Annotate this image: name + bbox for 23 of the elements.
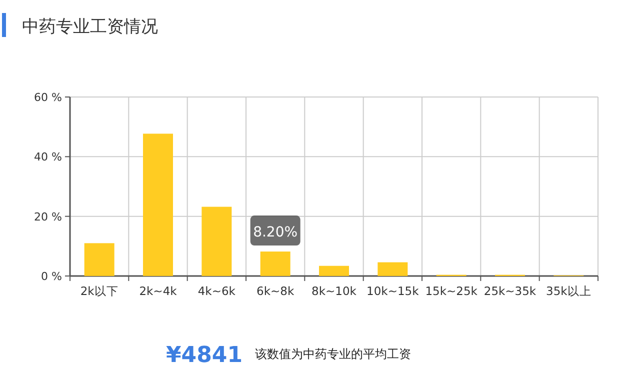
x-tick-label: 6k~8k [256,284,294,298]
text: ¥4841 [166,343,243,368]
bar [260,252,290,276]
text: 该数值为中药专业的平均工资 [255,347,411,361]
bar [378,262,408,276]
y-tick-label: 0 % [41,270,62,283]
y-tick-label: 40 % [34,150,62,164]
x-tick-label: 8k~10k [312,284,357,298]
x-tick-label: 2k以下 [80,284,118,298]
x-tick-label: 15k~25k [425,284,478,298]
x-tick-label: 35k以上 [546,284,592,298]
chart-title: 中药专业工资情况 [22,17,158,37]
bar [319,266,349,276]
y-tick-label: 60 % [34,91,62,104]
bar [202,206,232,276]
x-tick-label: 4k~6k [198,284,236,298]
bar [143,134,173,276]
data-label: 8.20% [253,224,298,241]
x-tick-label: 10k~15k [366,284,420,298]
y-tick-label: 20 % [34,210,62,224]
x-tick-label: 2k~4k [139,284,178,298]
x-tick-label: 25k~35k [484,284,536,298]
bar [84,243,114,276]
